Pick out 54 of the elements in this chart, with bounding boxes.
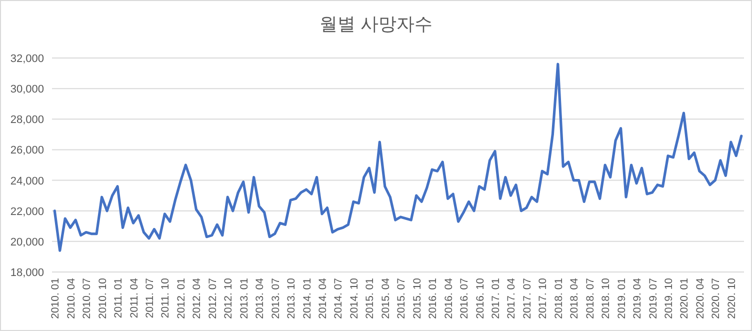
x-tick-label: 2019. 04 [632,278,644,319]
y-tick-label: 26,000 [10,144,44,157]
x-tick-label: 2019. 01 [616,278,628,319]
x-tick-label: 2016. 07 [458,278,471,319]
x-tick-label: 2012. 04 [191,278,204,319]
x-tick-label: 2011. 01 [112,278,125,318]
x-tick-label: 2019. 07 [647,278,660,319]
y-tick-label: 30,000 [10,84,44,96]
y-tick-label: 20,000 [10,236,44,248]
x-tick-label: 2015. 01 [364,278,376,319]
x-tick-label: 2016. 01 [427,278,440,319]
x-tick-label: 2010. 07 [81,278,94,319]
x-tick-label: 2017. 01 [490,278,502,319]
x-tick-label: 2020. 01 [678,278,691,319]
x-tick-label: 2010. 10 [96,278,109,319]
y-tick-label: 22,000 [10,206,44,218]
x-tick-label: 2014. 10 [348,278,360,319]
x-tick-label: 2017. 07 [521,278,534,319]
x-tick-label: 2020. 07 [710,278,722,319]
x-tick-label: 2017. 10 [537,278,550,319]
x-tick-label: 2011. 10 [160,278,172,318]
x-tick-label: 2015. 07 [396,278,408,319]
x-tick-label: 2020. 04 [694,278,706,319]
x-tick-label: 2020. 10 [726,278,738,319]
x-tick-label: 2013. 01 [238,278,250,319]
x-tick-label: 2015. 10 [411,278,424,319]
x-tick-label: 2014. 04 [316,278,329,319]
x-tick-label: 2018. 01 [552,278,565,319]
x-tick-label: 2018. 07 [584,278,596,319]
x-tick-label: 2016. 10 [474,278,486,319]
y-tick-label: 24,000 [10,175,44,188]
x-tick-label: 2012. 01 [175,278,188,319]
x-tick-label: 2019. 10 [662,278,675,319]
line-series [53,62,743,252]
x-tick-label: 2010. 04 [65,278,78,319]
x-tick-label: 2014. 01 [301,278,314,319]
x-tick-label: 2018. 04 [568,278,581,319]
y-tick-label: 18,000 [10,267,44,279]
y-tick-label: 32,000 [10,53,44,65]
chart-title: 월별 사망자수 [319,14,433,34]
x-tick-label: 2012. 10 [222,278,235,319]
x-tick-label: 2013. 10 [286,278,298,319]
x-tick-label: 2011. 04 [128,278,140,318]
y-tick-label: 28,000 [10,114,44,126]
x-tick-label: 2013. 04 [254,278,266,319]
x-tick-label: 2017. 04 [506,278,518,319]
x-tick-label: 2012. 07 [206,278,219,319]
x-tick-label: 2010. 01 [50,278,62,319]
x-tick-label: 2011. 07 [144,278,156,318]
x-tick-label: 2015. 04 [380,278,392,319]
x-tick-label: 2016. 04 [442,278,455,319]
x-tick-label: 2013. 07 [270,278,282,319]
x-tick-label: 2018. 10 [600,278,612,319]
x-tick-label: 2014. 07 [332,278,345,319]
